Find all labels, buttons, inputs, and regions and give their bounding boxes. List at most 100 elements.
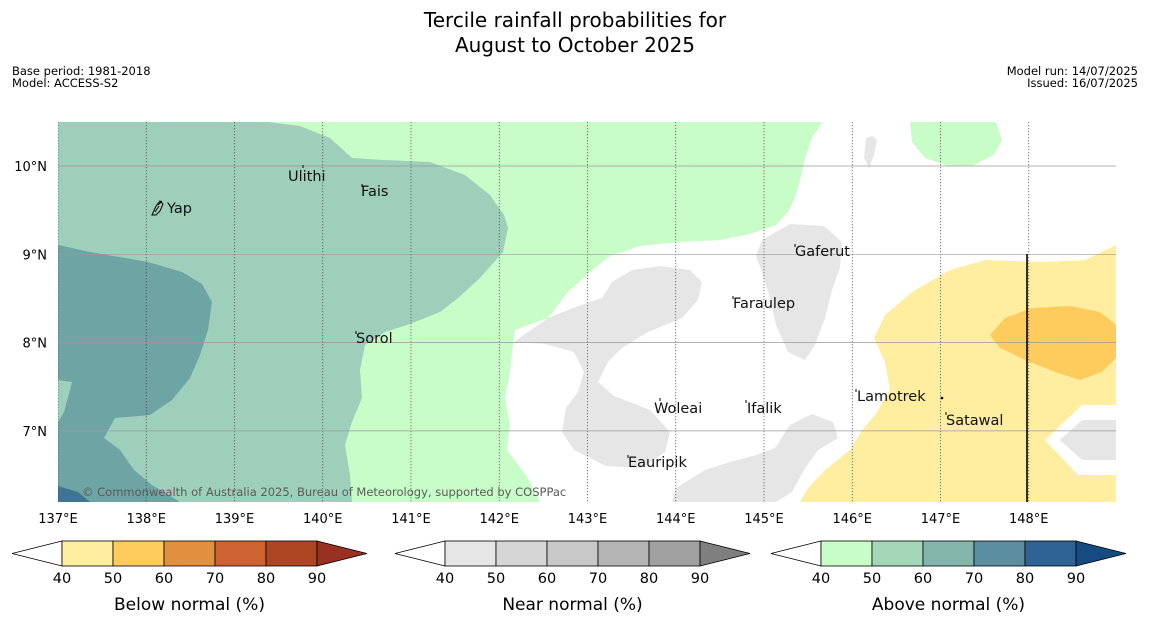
colorbar-segment <box>648 540 701 567</box>
colorbar-under-triangle <box>394 540 446 567</box>
colorbar-segment <box>597 540 650 567</box>
colorbar-over-triangle <box>699 540 751 567</box>
colorbar-tick-label: 90 <box>1067 571 1085 587</box>
colorbar-over-triangle <box>316 540 368 567</box>
colorbar-label: Below normal (%) <box>114 595 265 615</box>
colorbar-under-triangle <box>770 540 822 567</box>
colorbar-label: Above normal (%) <box>872 595 1025 615</box>
islet-marker <box>940 396 944 400</box>
colorbar-segment <box>820 540 873 567</box>
base-period: Base period: 1981-2018 <box>12 64 151 78</box>
longitude-tick-label: 143°E <box>568 512 608 527</box>
yap-island-detail <box>154 200 163 213</box>
colorbar-segment <box>214 540 267 567</box>
near-normal-region-east <box>756 224 842 360</box>
label-woleai: Woleai <box>654 401 702 417</box>
label-eauripik: Eauripik <box>628 455 687 471</box>
colorbar-tick-label: 80 <box>257 571 275 587</box>
latitude-tick-label: 10°N <box>14 160 47 175</box>
colorbar-segment <box>546 540 599 567</box>
label-ulithi: Ulithi <box>288 169 326 185</box>
near-normal-region-far-east <box>1060 420 1116 460</box>
near-normal-region-south <box>672 414 838 502</box>
colorbar-tick-label: 60 <box>538 571 556 587</box>
colorbar-tick-label: 50 <box>487 571 505 587</box>
latitude-tick-label: 7°N <box>23 425 48 440</box>
colorbar-tick-label: 50 <box>104 571 122 587</box>
label-gaferut: Gaferut <box>795 244 850 260</box>
colorbar-tick-label: 70 <box>589 571 607 587</box>
colorbar-2: 40 50 60 70 80 90 Near normal (%) <box>394 540 751 615</box>
near-normal-region-central <box>514 266 702 468</box>
colorbar-1: 40 50 60 70 80 90 Below normal (%) <box>11 540 368 615</box>
map-title: Tercile rainfall probabilities for Augus… <box>0 8 1150 58</box>
colorbar-3: 40 50 60 70 80 90 Above normal (%) <box>770 540 1127 615</box>
probability-fields <box>58 122 1116 502</box>
longitude-tick-label: 142°E <box>479 512 519 527</box>
label-sorol: Sorol <box>356 331 393 347</box>
colorbar-tick-label: 80 <box>1016 571 1034 587</box>
longitude-tick-label: 139°E <box>215 512 255 527</box>
yap-island-outline <box>151 200 164 216</box>
colorbars: 40 50 60 70 80 90 Below normal (%) 40 50 60 70 80 90… <box>11 540 1127 615</box>
colorbar-segment <box>495 540 548 567</box>
colorbar-tick-label: 70 <box>965 571 983 587</box>
copyright-notice: © Commonwealth of Australia 2025, Bureau… <box>82 485 566 499</box>
near-normal-region-north <box>864 136 877 168</box>
colorbar-segment <box>163 540 216 567</box>
above-normal-40-50-region-north <box>910 122 1002 166</box>
latitude-ticks: 10°N 9°N 8°N 7°N <box>14 160 47 440</box>
colorbar-over-triangle <box>1075 540 1127 567</box>
longitude-ticks: 137°E 138°E 139°E 140°E 141°E 142°E 143°E 144°E… <box>38 512 1048 527</box>
longitude-tick-label: 148°E <box>1009 512 1049 527</box>
issued-date: Issued: 16/07/2025 <box>1027 76 1138 90</box>
island-markers <box>151 165 947 458</box>
colorbar-tick-label: 40 <box>812 571 830 587</box>
label-fais: Fais <box>361 184 388 200</box>
longitude-tick-label: 146°E <box>832 512 872 527</box>
colorbar-segment <box>1024 540 1077 567</box>
title-line-2: August to October 2025 <box>454 33 696 57</box>
longitude-tick-label: 137°E <box>38 512 78 527</box>
model-name: Model: ACCESS-S2 <box>12 76 119 90</box>
colorbar-tick-label: 60 <box>155 571 173 587</box>
colorbar-segment <box>922 540 975 567</box>
longitude-tick-label: 147°E <box>921 512 961 527</box>
model-run: Model run: 14/07/2025 <box>1006 64 1138 78</box>
graticule <box>58 122 1116 502</box>
colorbar-segment <box>871 540 924 567</box>
place-labels: Yap Ulithi Fais Gaferut Faraulep Sorol L… <box>166 169 1003 471</box>
label-ifalik: Ifalik <box>747 401 782 417</box>
below-normal-50-60-region <box>990 306 1116 380</box>
colorbar-tick-label: 70 <box>206 571 224 587</box>
colorbar-segment <box>61 540 114 567</box>
colorbar-tick-label: 90 <box>691 571 709 587</box>
colorbar-tick-label: 80 <box>640 571 658 587</box>
colorbar-tick-label: 50 <box>863 571 881 587</box>
above-normal-50-60-region <box>58 122 508 502</box>
above-normal-70-80-region <box>58 486 90 502</box>
latitude-tick-label: 8°N <box>23 337 48 352</box>
above-normal-60-70-region <box>58 245 212 502</box>
colorbar-segment <box>265 540 318 567</box>
meta-left: Base period: 1981-2018 Model: ACCESS-S2 <box>12 65 151 89</box>
longitude-tick-label: 145°E <box>744 512 784 527</box>
title-line-1: Tercile rainfall probabilities for <box>423 8 727 32</box>
longitude-tick-label: 140°E <box>303 512 343 527</box>
label-lamotrek: Lamotrek <box>857 389 926 405</box>
colorbar-label: Near normal (%) <box>502 595 642 615</box>
longitude-tick-label: 138°E <box>126 512 166 527</box>
longitude-tick-label: 144°E <box>656 512 696 527</box>
meta-right: Model run: 14/07/2025 Issued: 16/07/2025 <box>1007 65 1138 89</box>
label-faraulep: Faraulep <box>733 296 795 312</box>
colorbar-under-triangle <box>11 540 63 567</box>
label-yap: Yap <box>166 201 192 217</box>
colorbar-tick-label: 60 <box>914 571 932 587</box>
colorbar-segment <box>112 540 165 567</box>
colorbar-tick-label: 40 <box>53 571 71 587</box>
latitude-tick-label: 9°N <box>23 248 48 263</box>
label-satawal: Satawal <box>946 413 1003 429</box>
longitude-tick-label: 141°E <box>391 512 431 527</box>
colorbar-segment <box>444 540 497 567</box>
